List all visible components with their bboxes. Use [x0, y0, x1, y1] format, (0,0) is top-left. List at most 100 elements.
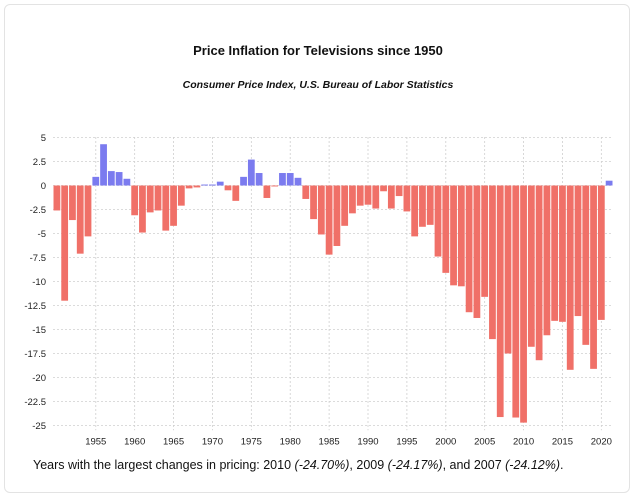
bar-1982[interactable] — [302, 185, 310, 199]
bars — [53, 144, 613, 423]
bar-1984[interactable] — [317, 185, 325, 235]
bar-1987[interactable] — [341, 185, 349, 226]
bar-1963[interactable] — [154, 185, 162, 211]
bar-1952[interactable] — [69, 185, 76, 221]
bar-1966[interactable] — [177, 185, 185, 206]
bar-2013[interactable] — [543, 185, 551, 336]
chart-subtitle: Consumer Price Index, U.S. Bureau of Lab… — [182, 79, 454, 91]
bar-2019[interactable] — [590, 185, 597, 369]
y-tick-label: -22.5 — [24, 397, 46, 408]
bar-1950[interactable] — [53, 185, 61, 211]
y-tick-label: 5 — [41, 133, 46, 144]
bar-1977[interactable] — [263, 185, 271, 198]
bar-2020[interactable] — [597, 185, 605, 320]
bar-1998[interactable] — [426, 185, 434, 225]
summary-prefix: Years with the largest changes in pricin… — [33, 458, 264, 472]
bar-1956[interactable] — [100, 144, 107, 186]
bar-2003[interactable] — [465, 185, 473, 313]
y-tick-label: -25 — [32, 421, 46, 432]
bar-1985[interactable] — [325, 185, 333, 255]
bar-2000[interactable] — [442, 185, 450, 273]
bar-1959[interactable] — [123, 178, 131, 186]
x-tick-label: 2015 — [552, 436, 573, 447]
bar-1990[interactable] — [364, 185, 372, 205]
bar-1973[interactable] — [232, 185, 240, 201]
y-tick-label: -20 — [32, 373, 46, 384]
bar-1960[interactable] — [131, 185, 139, 216]
y-tick-label: -2.5 — [30, 205, 46, 216]
chart-title: Price Inflation for Televisions since 19… — [193, 43, 443, 58]
bar-1996[interactable] — [411, 185, 419, 237]
y-tick-label: 2.5 — [33, 157, 46, 168]
bar-1955[interactable] — [92, 176, 100, 186]
bar-1997[interactable] — [419, 185, 426, 227]
bar-1989[interactable] — [356, 185, 364, 206]
bar-1976[interactable] — [255, 173, 263, 186]
bar-1983[interactable] — [310, 185, 317, 220]
bar-1957[interactable] — [107, 171, 115, 186]
bar-1980[interactable] — [286, 173, 294, 186]
bar-2010[interactable] — [520, 185, 527, 423]
bar-1971[interactable] — [216, 181, 224, 186]
bar-1978[interactable] — [271, 185, 279, 187]
bar-2012[interactable] — [535, 185, 543, 361]
bar-1975[interactable] — [247, 159, 255, 186]
bar-1994[interactable] — [395, 185, 403, 197]
bar-1970[interactable] — [209, 184, 216, 186]
y-tick-label: -5 — [38, 229, 46, 240]
bar-1974[interactable] — [240, 176, 247, 186]
bar-1967[interactable] — [185, 185, 193, 189]
x-tick-label: 1980 — [280, 436, 301, 447]
bar-1968[interactable] — [193, 185, 201, 188]
bar-1964[interactable] — [162, 185, 170, 231]
bar-2015[interactable] — [559, 185, 566, 322]
bar-2011[interactable] — [527, 185, 535, 347]
bar-1972[interactable] — [224, 185, 232, 191]
bar-1999[interactable] — [434, 185, 442, 257]
bar-1965[interactable] — [170, 185, 177, 226]
bar-2021[interactable] — [605, 180, 613, 186]
bar-1962[interactable] — [146, 185, 154, 213]
bar-1953[interactable] — [76, 185, 84, 254]
bar-1979[interactable] — [279, 173, 286, 186]
x-axis: 1955 1960 1965 1970 1975 1980 1985 1990 1995 2000… — [85, 436, 612, 447]
bar-1993[interactable] — [387, 185, 395, 209]
bar-2018[interactable] — [582, 185, 590, 345]
bar-1991[interactable] — [372, 185, 380, 209]
bar-1981[interactable] — [294, 177, 302, 186]
x-tick-label: 1985 — [319, 436, 340, 447]
bar-1969[interactable] — [201, 184, 209, 186]
x-tick-label: 1965 — [163, 436, 184, 447]
x-tick-label: 2020 — [591, 436, 612, 447]
bar-1988[interactable] — [349, 185, 356, 214]
y-axis: 5 2.5 0 -2.5 -5 -7.5 -10 -12.5 -15 -17.5 -20 -22.5 -… — [24, 133, 46, 432]
bar-2005[interactable] — [481, 185, 489, 297]
bar-1995[interactable] — [403, 185, 411, 212]
bar-1954[interactable] — [84, 185, 92, 237]
summary-value-1: (-24.70%) — [294, 458, 350, 472]
bar-2009[interactable] — [512, 185, 520, 418]
summary-value-2: (-24.17%) — [387, 458, 443, 472]
bar-1958[interactable] — [115, 172, 123, 186]
bar-2016[interactable] — [566, 185, 574, 370]
y-tick-label: -7.5 — [30, 253, 46, 264]
y-tick-label: -15 — [32, 325, 46, 336]
bar-2004[interactable] — [473, 185, 481, 318]
bar-2001[interactable] — [450, 185, 457, 286]
bar-2008[interactable] — [504, 185, 512, 354]
bar-2014[interactable] — [551, 185, 559, 321]
bar-1986[interactable] — [333, 185, 341, 246]
y-tick-label: -10 — [32, 277, 46, 288]
bar-1951[interactable] — [61, 185, 69, 301]
x-tick-label: 1955 — [85, 436, 106, 447]
bar-2017[interactable] — [574, 185, 582, 317]
bar-2007[interactable] — [496, 185, 504, 418]
bar-2006[interactable] — [489, 185, 496, 340]
x-tick-label: 2010 — [513, 436, 534, 447]
summary-value-3: (-24.12%) — [505, 458, 561, 472]
bar-2002[interactable] — [457, 185, 465, 287]
x-tick-label: 1995 — [396, 436, 417, 447]
bar-1992[interactable] — [380, 185, 387, 192]
bar-1961[interactable] — [139, 185, 146, 233]
y-tick-label: -17.5 — [24, 349, 46, 360]
